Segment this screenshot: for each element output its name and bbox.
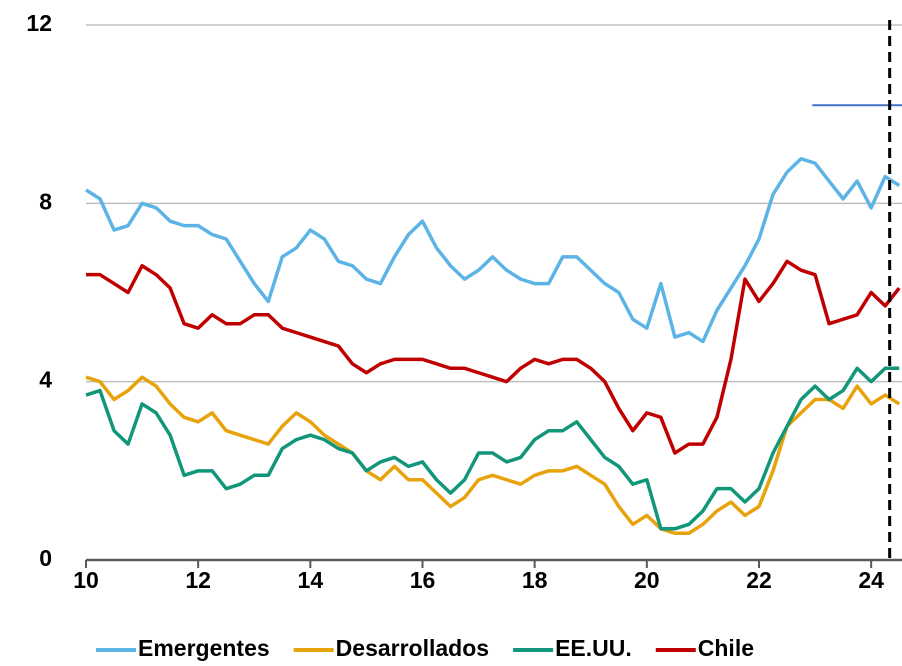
y-tick-label: 8 [39, 188, 52, 214]
x-tick-label: 20 [634, 567, 660, 593]
y-tick-label: 0 [39, 545, 52, 571]
legend-label: Emergentes [138, 635, 270, 661]
x-tick-label: 22 [746, 567, 772, 593]
x-tick-label: 16 [410, 567, 436, 593]
x-tick-label: 14 [298, 567, 324, 593]
series-line [86, 259, 901, 455]
y-tick-label: 4 [39, 367, 52, 393]
y-tick-label: 12 [26, 10, 52, 36]
legend-label: EE.UU. [555, 635, 632, 661]
x-tick-label: 24 [858, 567, 884, 593]
x-tick-label: 12 [185, 567, 211, 593]
series-line [85, 375, 901, 535]
x-tick-label: 10 [73, 567, 99, 593]
x-tick-label: 18 [522, 567, 548, 593]
legend-label: Chile [698, 635, 754, 661]
legend-label: Desarrollados [336, 635, 489, 661]
series-line [85, 157, 901, 344]
series-line [85, 366, 900, 531]
